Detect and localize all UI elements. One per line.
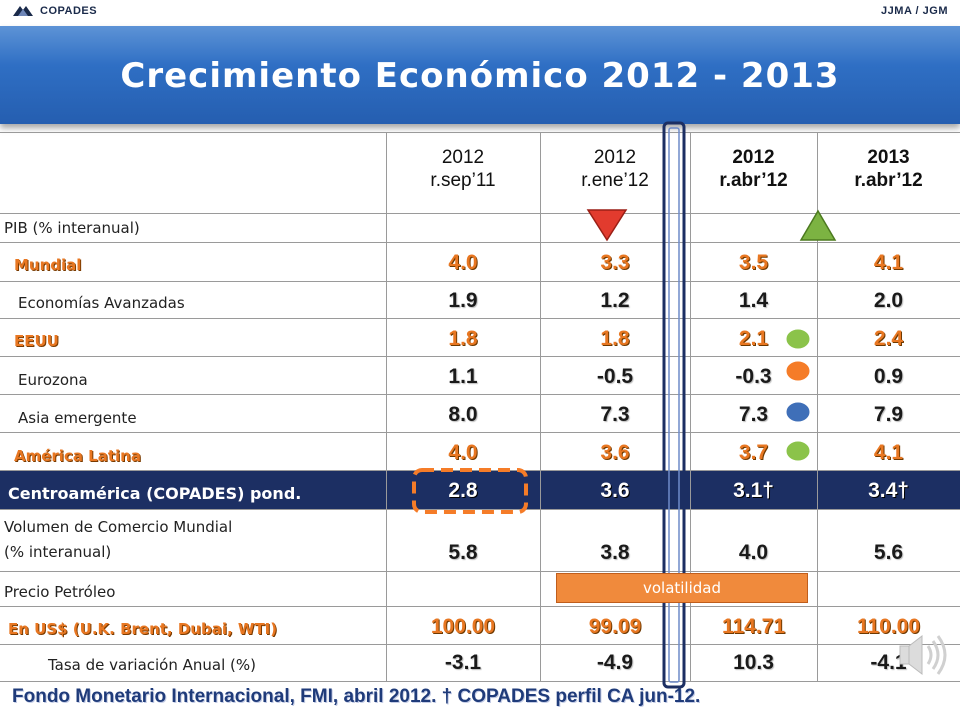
value-cell: 7.3 <box>600 403 630 426</box>
green-marker-icon <box>783 326 813 352</box>
value-cell: 99.09 <box>588 615 642 638</box>
value-cell: 3.8 <box>600 541 630 564</box>
value-cell: 1.8 <box>600 327 630 350</box>
value-cell: 7.9 <box>873 403 904 426</box>
value-cell: 114.71 <box>721 615 786 638</box>
header-row <box>0 132 960 214</box>
value-cell: 110.00 <box>856 615 921 638</box>
row-label: Centroamérica (COPADES) pond. <box>8 484 302 503</box>
orange-marker-icon <box>783 358 813 384</box>
table-row <box>0 214 960 243</box>
value-cell: 5.6 <box>873 541 904 564</box>
row-label: Tasa de variación Anual (%) <box>48 656 256 674</box>
value-cell: 3.3 <box>600 251 630 274</box>
value-cell: 4.0 <box>448 251 478 274</box>
value-cell: 4.0 <box>738 541 769 564</box>
value-cell: 2.0 <box>873 289 904 312</box>
value-cell: 2.4 <box>873 327 904 350</box>
copades-logo: COPADES <box>12 4 97 18</box>
table-row <box>0 395 960 433</box>
column-divider <box>386 132 387 682</box>
column-header: 2013 r.abr’12 <box>854 147 923 191</box>
speaker-icon <box>899 634 947 676</box>
column-divider <box>690 132 691 682</box>
row-label: Asia emergente <box>18 409 137 427</box>
table-row <box>0 319 960 357</box>
column-divider <box>540 132 541 682</box>
top-bar: COPADES JJMA / JGM <box>0 0 960 24</box>
value-cell: 3.6 <box>600 479 630 502</box>
value-cell: 1.4 <box>738 289 769 312</box>
value-cell: 1.2 <box>600 289 630 312</box>
value-cell: -4.9 <box>596 651 634 674</box>
value-cell: 7.3 <box>738 403 769 426</box>
value-cell: 2.8 <box>448 479 478 502</box>
value-cell: 0.9 <box>873 365 904 388</box>
table-row <box>0 510 960 572</box>
row-label: Precio Petróleo <box>4 583 116 601</box>
row-label: En US$ (U.K. Brent, Dubai, WTI) <box>8 620 278 638</box>
title-band: Crecimiento Económico 2012 - 2013 <box>0 26 960 124</box>
row-label: Eurozona <box>18 371 88 389</box>
column-header: 2012 r.sep’11 <box>430 147 496 191</box>
row-label: Volumen de Comercio Mundial <box>4 518 233 536</box>
table-row <box>0 607 960 645</box>
value-cell: 2.1 <box>738 327 769 350</box>
value-cell: 3.1† <box>733 479 774 502</box>
table-row <box>0 645 960 682</box>
page-title: Crecimiento Económico 2012 - 2013 <box>120 56 840 96</box>
value-cell: 5.8 <box>448 541 478 564</box>
table-row <box>0 357 960 395</box>
down-arrow-icon <box>586 209 628 242</box>
value-cell: 10.3 <box>733 651 774 674</box>
value-cell: 3.7 <box>738 441 769 464</box>
value-cell: 4.0 <box>448 441 478 464</box>
column-highlight <box>662 121 686 689</box>
value-cell: -0.3 <box>735 365 772 388</box>
value-cell: 8.0 <box>448 403 478 426</box>
table-row-highlight <box>0 471 960 510</box>
green-marker-icon <box>783 438 813 464</box>
value-cell: 100.00 <box>430 615 496 638</box>
row-label: Economías Avanzadas <box>18 294 185 312</box>
value-cell: 3.5 <box>738 251 769 274</box>
value-cell: -0.5 <box>596 365 634 388</box>
column-divider <box>817 132 818 682</box>
value-cell: 1.1 <box>448 365 478 388</box>
logo-icon <box>13 6 33 16</box>
value-cell: 4.1 <box>873 441 904 464</box>
row-label: EEUU <box>14 332 59 350</box>
source-footnote: Fondo Monetario Internacional, FMI, abri… <box>12 686 701 707</box>
volatility-tag: volatilidad <box>556 573 808 603</box>
value-cell: 3.4† <box>868 479 909 502</box>
value-cell: 3.6 <box>600 441 630 464</box>
value-cell: -3.1 <box>444 651 482 674</box>
column-header: 2012 r.abr’12 <box>719 147 788 191</box>
value-cell: 1.8 <box>448 327 478 350</box>
blue-marker-icon <box>783 399 813 425</box>
row-label: América Latina <box>14 447 141 465</box>
table-row <box>0 243 960 282</box>
column-header: 2012 r.ene’12 <box>581 147 649 191</box>
highlight-box <box>412 468 528 514</box>
org-name: COPADES <box>40 5 98 17</box>
table-row <box>0 572 960 607</box>
value-cell: -4.1 <box>870 651 907 674</box>
row-label: (% interanual) <box>4 543 112 561</box>
row-label: PIB (% interanual) <box>4 219 140 237</box>
up-arrow-icon <box>799 209 837 241</box>
table-row <box>0 282 960 319</box>
value-cell: 4.1 <box>873 251 904 274</box>
value-cell: 1.9 <box>448 289 478 312</box>
row-label: Mundial <box>14 256 82 274</box>
authors: JJMA / JGM <box>881 5 948 17</box>
